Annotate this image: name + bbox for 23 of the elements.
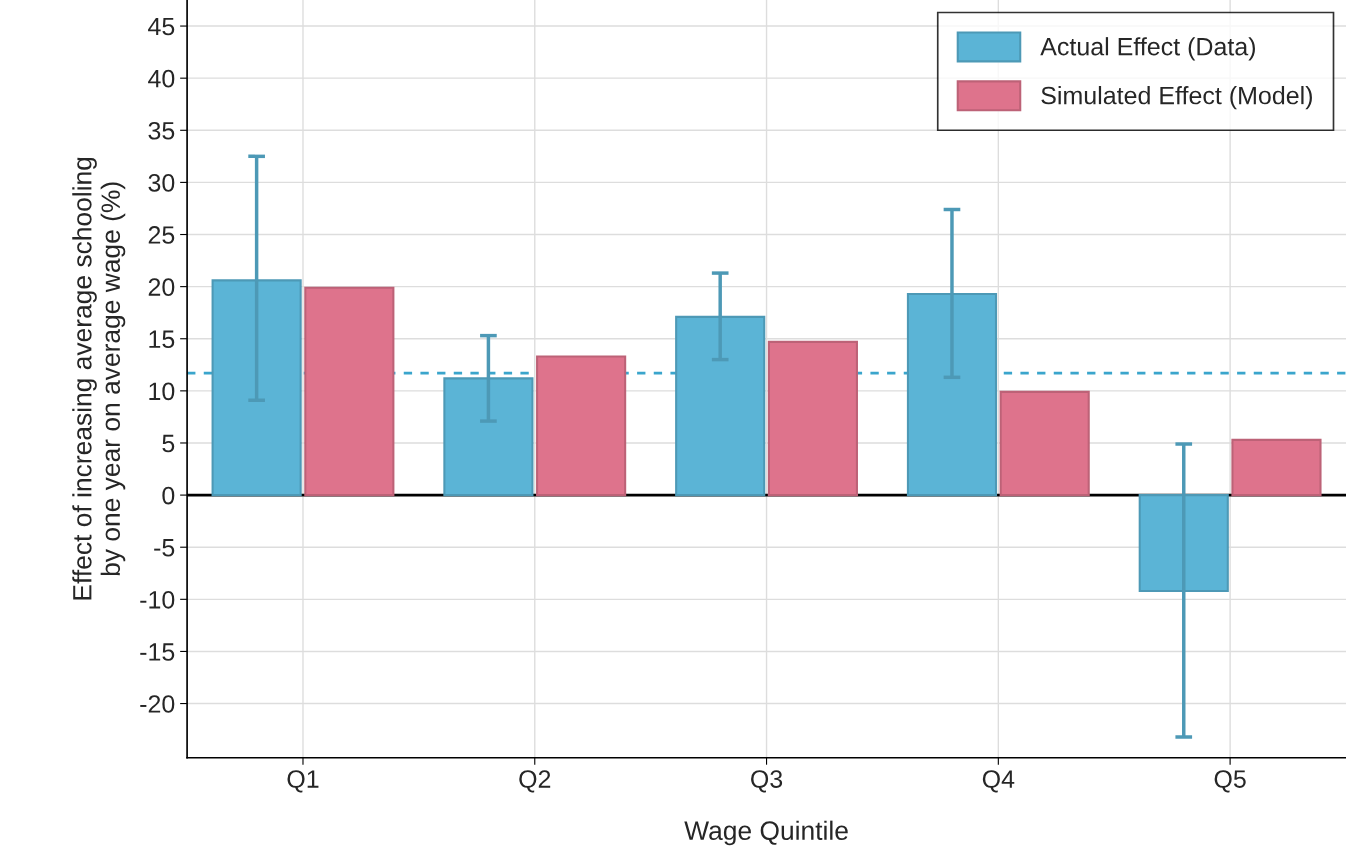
y-tick-label: 40 [148, 69, 175, 88]
x-tick-label: Q3 [751, 770, 783, 793]
y-tick-label: 35 [148, 121, 175, 140]
y-tick-label: 45 [148, 17, 175, 36]
y-tick-label: -15 [140, 643, 175, 661]
y-tick-label: 10 [149, 382, 175, 401]
y-tick-label: 20 [148, 278, 175, 296]
y-tick-label: -20 [140, 695, 175, 713]
x-tick-label: Q2 [519, 770, 551, 793]
legend-label: Simulated Effect (Model) [1041, 86, 1312, 110]
x-tick-label: Q5 [1214, 770, 1246, 793]
y-tick-label: 0 [162, 486, 175, 505]
y-axis-title: Effect of increasing average schooling by one year on average wage (%) [72, 157, 126, 600]
legend-label: Actual Effect (Data) [1040, 37, 1255, 61]
y-tick-label: -10 [140, 590, 175, 609]
y-tick-label: 5 [162, 434, 175, 453]
x-tick-label: Q4 [982, 770, 1015, 793]
x-tick-label: Q1 [287, 770, 319, 793]
y-tick-label: 15 [149, 330, 175, 349]
y-tick-label: -5 [154, 539, 175, 557]
x-axis-title: Wage Quintile [684, 820, 848, 846]
y-tick-label: 25 [148, 226, 175, 244]
y-tick-label: 30 [148, 174, 175, 192]
